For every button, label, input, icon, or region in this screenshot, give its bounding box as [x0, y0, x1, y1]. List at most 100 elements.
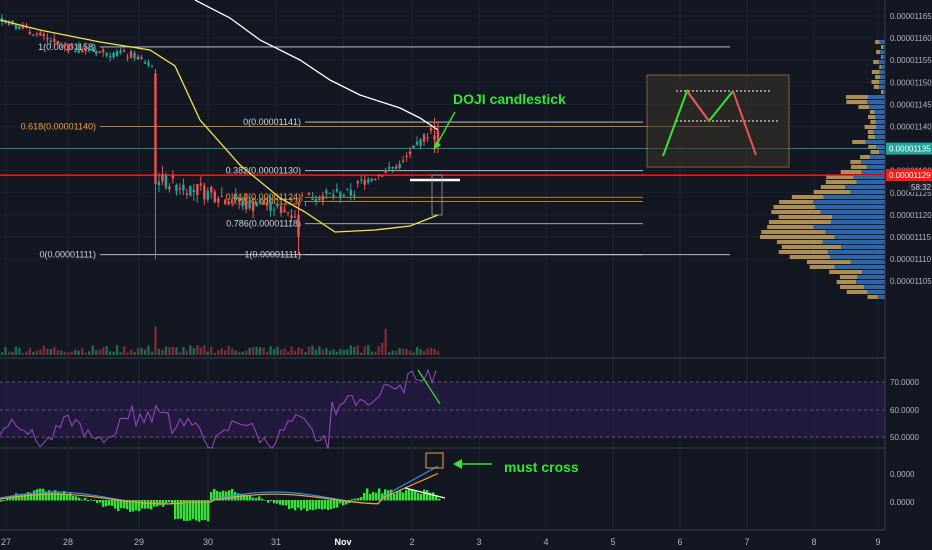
- candle-body: [300, 194, 304, 196]
- candle-body: [150, 66, 154, 68]
- macd-histogram-bar: [111, 500, 114, 506]
- candle-body: [433, 135, 436, 140]
- macd-histogram-bar: [300, 500, 303, 511]
- macd-histogram-bar: [78, 497, 81, 501]
- volume-profile-bar: [768, 220, 832, 224]
- volume-bars: [0, 326, 440, 355]
- must-cross-annotation: must cross: [504, 459, 579, 475]
- macd-histogram-bar: [408, 488, 411, 501]
- macd-histogram-bar: [207, 500, 210, 522]
- candle-body: [307, 192, 311, 195]
- macd-histogram-bar: [138, 500, 141, 512]
- volume-profile-bar: [882, 55, 885, 59]
- macd-histogram-bar: [342, 500, 345, 506]
- price-tick-label: 0.00001110: [890, 255, 932, 264]
- candle-body: [67, 45, 70, 52]
- volume-bar: [436, 351, 440, 355]
- candle-body: [224, 199, 227, 205]
- volume-profile-bar: [878, 80, 885, 84]
- macd-histogram-bar: [132, 500, 135, 512]
- candle-body: [276, 204, 279, 207]
- candle-body: [217, 198, 220, 203]
- candle-body: [136, 56, 140, 60]
- macd-histogram-bar: [381, 493, 384, 501]
- candle-body: [401, 160, 405, 162]
- candle-body: [42, 34, 46, 37]
- volume-profile-bar: [879, 150, 885, 154]
- candle-body: [157, 181, 161, 186]
- candle-body: [126, 57, 129, 59]
- candle-body: [234, 194, 237, 201]
- macd-histogram-bar: [177, 500, 180, 519]
- volume-profile-bar: [823, 195, 885, 199]
- candle-body: [101, 49, 105, 53]
- candle-body: [178, 188, 182, 190]
- candle-body: [175, 184, 178, 192]
- volume-bar: [53, 346, 56, 355]
- candle-body: [332, 194, 335, 197]
- macd-signal-line: [0, 472, 439, 505]
- volume-profile-bar: [880, 75, 885, 79]
- volume-profile-bar: [881, 65, 885, 69]
- volume-bar: [171, 346, 175, 355]
- macd-histogram-bar: [87, 500, 90, 502]
- macd-histogram-bar: [261, 498, 264, 501]
- macd-histogram-bar: [150, 500, 153, 510]
- volume-bar: [353, 347, 356, 355]
- fib-label: 1(0.00001111): [244, 250, 301, 260]
- macd-histogram-bar: [219, 491, 222, 501]
- volume-bar: [251, 347, 255, 355]
- candle-body: [237, 197, 241, 202]
- volume-bar: [196, 345, 199, 355]
- volume-profile-bar: [822, 240, 885, 244]
- pattern-down-leg-2: [732, 90, 757, 156]
- volume-bar: [39, 349, 42, 355]
- macd-histogram-bar: [324, 500, 327, 509]
- volume-bar: [133, 352, 136, 355]
- volume-bar: [84, 352, 87, 355]
- volume-bar: [304, 352, 307, 355]
- volume-bar: [0, 352, 4, 355]
- candle-body: [28, 32, 32, 35]
- volume-bar: [46, 348, 49, 355]
- macd-histogram-bar: [183, 500, 186, 521]
- candle-body: [74, 50, 77, 52]
- fib-label: 1(0.00001158): [38, 42, 96, 52]
- volume-bar: [108, 351, 112, 355]
- volume-profile-bar: [834, 265, 885, 269]
- volume-bar: [122, 346, 126, 355]
- candle-body: [290, 215, 293, 219]
- countdown-label: 58:32: [911, 183, 932, 192]
- volume-profile-bar: [845, 185, 885, 189]
- candle-body: [387, 166, 391, 169]
- volume-bar: [168, 346, 171, 355]
- drawings: DOJI candlestick must cross: [410, 74, 790, 475]
- volume-bar: [339, 349, 342, 355]
- volume-profile-bar: [873, 60, 879, 64]
- macd-histogram-bar: [222, 490, 225, 501]
- volume-bar: [81, 348, 84, 355]
- price-tick-label: 0.00001145: [890, 100, 932, 109]
- volume-bar: [269, 346, 272, 355]
- volume-profile-bar: [840, 285, 864, 289]
- volume-profile-bar: [875, 40, 880, 44]
- candle-body: [426, 137, 429, 139]
- volume-profile-bar: [883, 90, 885, 94]
- time-tick-label: 5: [610, 537, 615, 547]
- candle-body: [391, 167, 394, 169]
- volume-bar: [405, 349, 408, 355]
- countdown-tag: [908, 181, 932, 192]
- candle-body: [220, 196, 223, 198]
- volume-profile-bar: [867, 135, 876, 139]
- volume-profile-bar: [873, 130, 885, 134]
- candle-body: [318, 198, 321, 201]
- macd-histogram-bar: [192, 500, 195, 519]
- volume-bar: [150, 351, 154, 355]
- doji-arrow-line: [435, 111, 456, 147]
- doji-annotation: DOJI candlestick: [453, 91, 566, 107]
- volume-profile-bar: [875, 75, 881, 79]
- candle-body: [213, 191, 216, 203]
- candle-body: [199, 183, 203, 186]
- time-tick-label: 8: [811, 537, 816, 547]
- macd-histogram-bar: [60, 493, 63, 501]
